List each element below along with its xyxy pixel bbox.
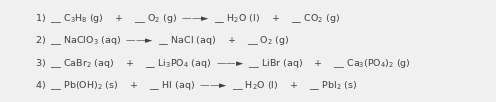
Text: 1)  __ $\mathregular{C_3H_8}$ (g)    +    __ $\mathregular{O_2}$ (g)  ——►  __ $\: 1) __ $\mathregular{C_3H_8}$ (g) + __ $\… [35,12,340,25]
Text: 3)  __ $\mathregular{CaBr_2}$ (aq)    +    __ $\mathregular{Li_3PO_4}$ (aq)  ——►: 3) __ $\mathregular{CaBr_2}$ (aq) + __ $… [35,57,411,70]
Text: 2)  __ $\mathregular{NaClO_3}$ (aq)  ——►  __ NaCl (aq)    +    __ $\mathregular{: 2) __ $\mathregular{NaClO_3}$ (aq) ——► _… [35,34,289,47]
Text: 4)  __ $\mathregular{Pb(OH)_2}$ (s)    +    __ HI (aq)  ——►  __ $\mathregular{H_: 4) __ $\mathregular{Pb(OH)_2}$ (s) + __ … [35,79,357,92]
